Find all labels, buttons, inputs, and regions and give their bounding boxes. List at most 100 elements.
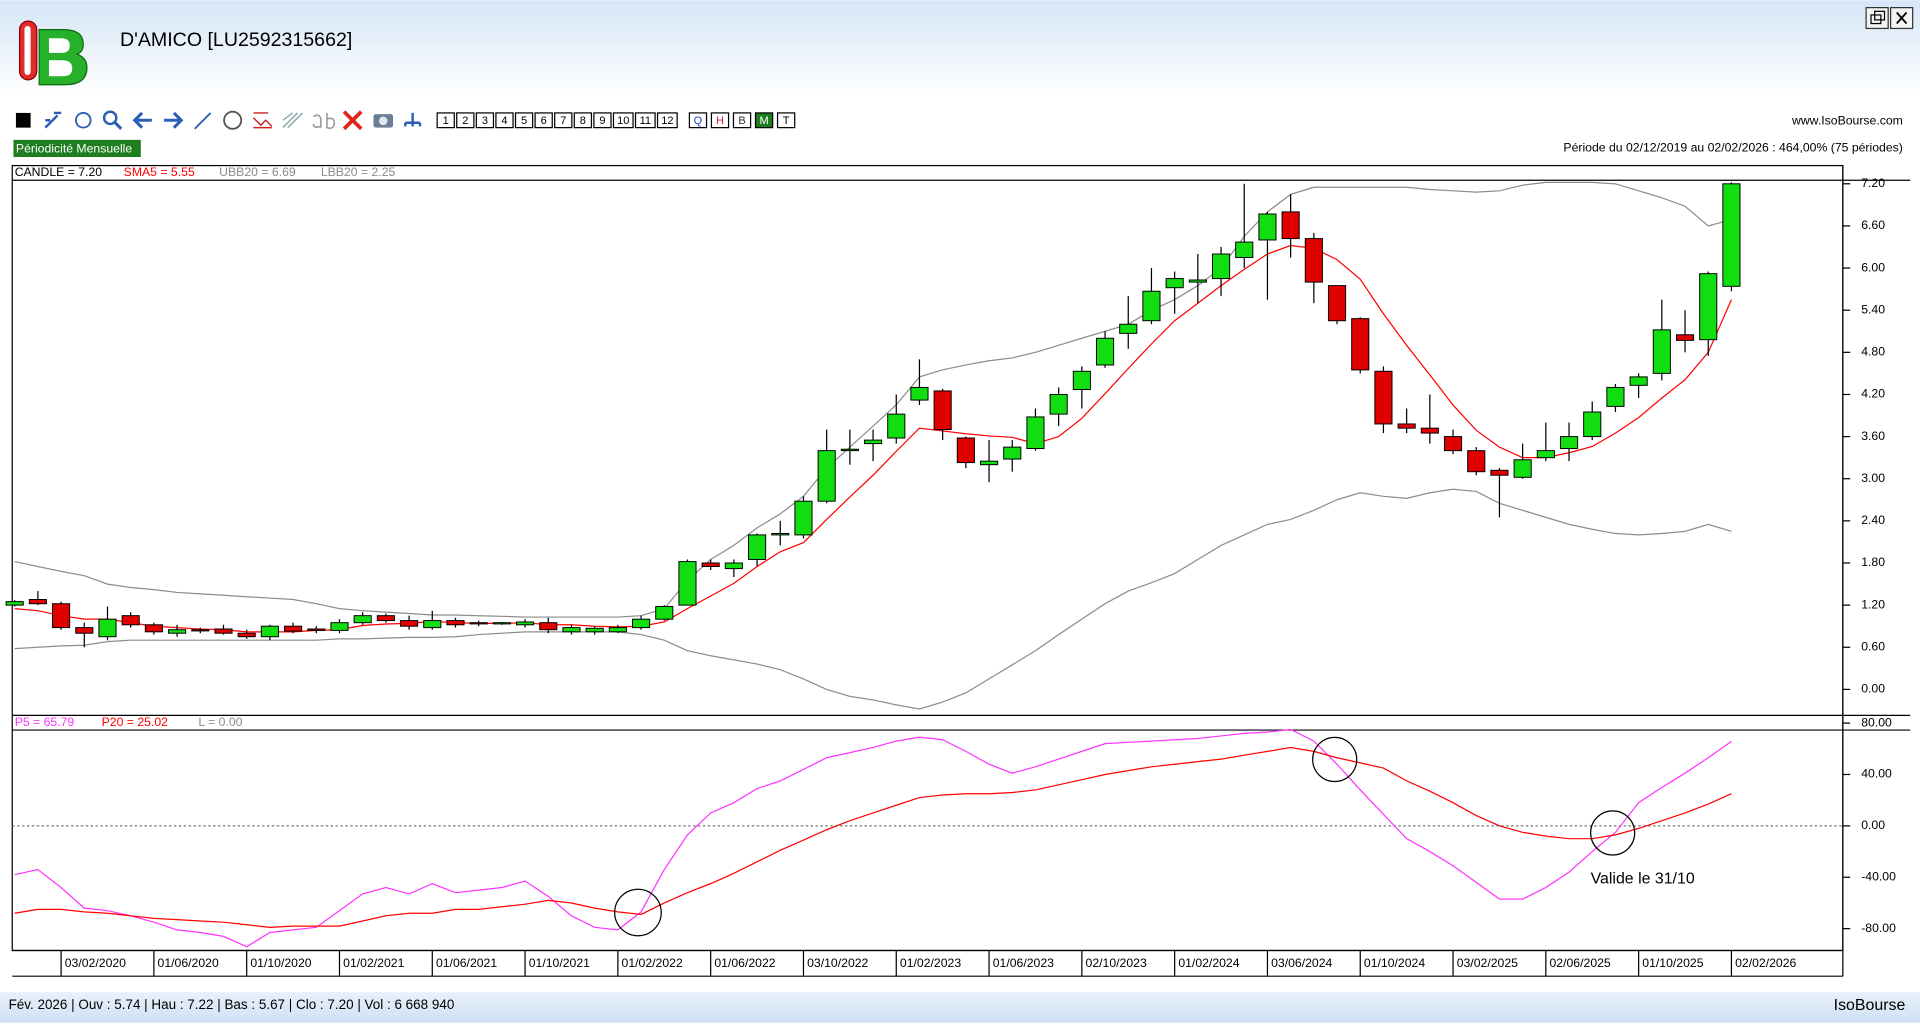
window-buttons[interactable] (1865, 7, 1914, 30)
forward-tool[interactable] (164, 111, 184, 129)
status-brand: IsoBourse (1834, 997, 1906, 1014)
candle-body (121, 615, 140, 626)
period-label: 7 (560, 115, 566, 127)
candle-body (817, 450, 836, 502)
period-label: 1 (443, 115, 449, 127)
status-text: Fév. 2026 | Ouv : 5.74 | Hau : 7.22 | Ba… (9, 997, 455, 1012)
y-tick-label: 0.60 (1861, 639, 1885, 653)
candle-body (1235, 241, 1254, 259)
candle-body (1327, 285, 1347, 322)
mode-label: T (783, 115, 790, 127)
period-button[interactable] (514, 112, 534, 129)
candle-body (1722, 183, 1741, 287)
candle-body (1490, 469, 1509, 476)
x-tick-label: 02/10/2023 (1086, 956, 1147, 970)
candle-body (28, 599, 47, 605)
x-tick-label: 01/02/2024 (1178, 956, 1239, 970)
x-tick-label: 01/06/2023 (993, 956, 1054, 970)
fibo-tool[interactable] (252, 112, 273, 129)
period-label: 10 (617, 115, 629, 127)
candle-body (144, 624, 163, 633)
chart-title: D'AMICO [LU2592315662] (120, 29, 352, 51)
period-label: 12 (661, 115, 673, 127)
color-tool[interactable] (15, 112, 31, 128)
x-tick-label: 03/02/2020 (65, 956, 126, 970)
site-link[interactable]: www.IsoBourse.com (1791, 114, 1903, 128)
line-tool[interactable] (194, 112, 212, 130)
candle-body (1072, 370, 1091, 391)
candle-body (585, 627, 604, 633)
legend-entry: P5 = 65.79 (15, 715, 75, 729)
x-tick-label: 01/10/2020 (250, 956, 311, 970)
period-button[interactable] (456, 112, 475, 129)
candle-body (1003, 446, 1022, 460)
candle-body (1281, 211, 1300, 240)
period-button[interactable] (554, 112, 573, 129)
mode-button[interactable] (776, 112, 796, 129)
x-tick-label: 03/02/2025 (1457, 956, 1518, 970)
candle-body (330, 622, 349, 631)
circle-tool[interactable] (223, 110, 243, 130)
mode-button[interactable] (710, 112, 730, 129)
x-tick-label: 01/06/2022 (714, 956, 775, 970)
periodicity-badge (13, 139, 141, 158)
candle-body (423, 620, 442, 629)
period-button[interactable] (475, 112, 495, 129)
text-tool[interactable] (312, 112, 336, 130)
mode-button[interactable] (754, 112, 774, 129)
mode-button[interactable] (732, 112, 752, 129)
period-label: 3 (482, 115, 488, 127)
period-button[interactable] (634, 112, 656, 129)
period-button[interactable] (593, 112, 612, 129)
channel-tool[interactable] (282, 112, 303, 129)
candle-body (1304, 238, 1323, 283)
indicator-line (14, 746, 1732, 928)
period-button[interactable] (436, 112, 455, 129)
candle-body (956, 437, 975, 464)
y-tick-label: 40.00 (1861, 767, 1892, 781)
candle-body (1536, 450, 1555, 459)
period-button[interactable] (573, 112, 593, 129)
toolbar-buttons: 1 2 3 4 5 6 7 8 9 10 11 12 Q H B M T (436, 112, 796, 129)
candle-body (492, 622, 511, 625)
candle-body (260, 625, 279, 638)
hierarchy-tool[interactable] (404, 112, 422, 127)
candle-body (933, 390, 952, 431)
annotation-circle (614, 888, 662, 937)
x-tick-label: 01/02/2023 (900, 956, 961, 970)
close-icon (1896, 11, 1908, 25)
mode-button[interactable] (688, 112, 708, 129)
candle-body (562, 627, 581, 633)
candle-body (284, 625, 303, 632)
candle-body (887, 413, 906, 439)
zoom-tool[interactable] (102, 110, 118, 126)
y-tick-label: -80.00 (1861, 921, 1896, 935)
period-button[interactable] (495, 112, 514, 129)
legend-entry: P20 = 25.02 (102, 715, 169, 729)
period-button[interactable] (612, 112, 634, 129)
candle-body (1652, 329, 1671, 374)
draw-tool[interactable] (44, 111, 62, 129)
candle-body (52, 603, 71, 629)
period-button[interactable] (656, 112, 678, 129)
back-tool[interactable] (132, 111, 152, 129)
candle-body (1026, 416, 1045, 450)
candle-body (655, 606, 674, 620)
candle-body (1606, 386, 1625, 407)
crosshair-tool[interactable] (75, 112, 92, 129)
x-tick-label: 01/10/2024 (1364, 956, 1425, 970)
x-tick-label: 01/02/2022 (622, 956, 683, 970)
candle-body (1699, 273, 1718, 341)
legend-entry: LBB20 = 2.25 (321, 165, 396, 179)
candle-body (1374, 370, 1393, 425)
period-label: 8 (580, 115, 586, 127)
candle-body (748, 534, 767, 560)
candle-body (1165, 278, 1184, 289)
candle-body (5, 601, 24, 606)
period-button[interactable] (534, 112, 553, 129)
legend-entry: UBB20 = 6.69 (219, 165, 296, 179)
candle-body (400, 620, 419, 627)
delete-tool[interactable] (342, 110, 363, 131)
candle-body (75, 627, 94, 634)
